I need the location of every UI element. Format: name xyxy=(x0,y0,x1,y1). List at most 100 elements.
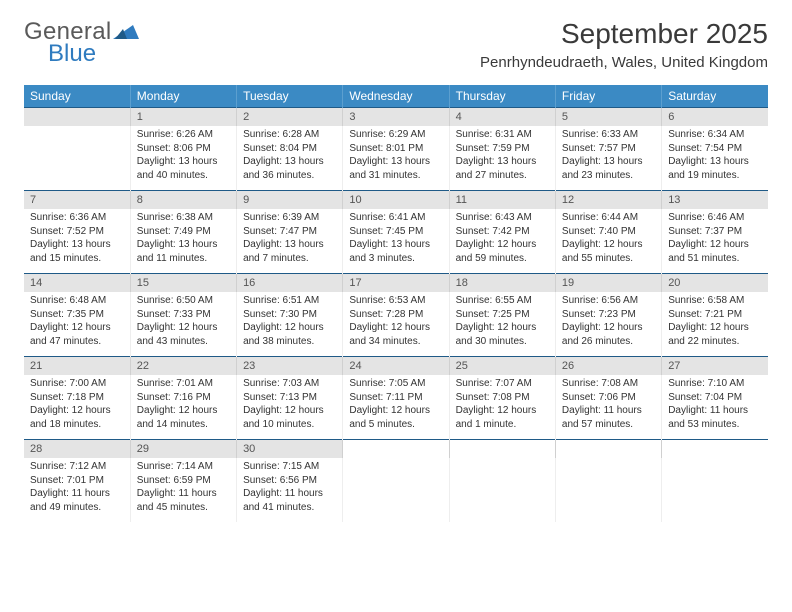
day-detail-cell: Sunrise: 6:36 AMSunset: 7:52 PMDaylight:… xyxy=(24,209,130,274)
day-detail-cell: Sunrise: 6:53 AMSunset: 7:28 PMDaylight:… xyxy=(343,292,449,357)
sunset-text: Sunset: 7:57 PM xyxy=(562,142,655,156)
day-number-cell xyxy=(24,108,130,127)
title-block: September 2025 Penrhyndeudraeth, Wales, … xyxy=(480,18,768,71)
sunrise-text: Sunrise: 6:41 AM xyxy=(349,211,442,225)
day-detail-cell: Sunrise: 6:28 AMSunset: 8:04 PMDaylight:… xyxy=(237,126,343,191)
daylight-text: Daylight: 12 hours and 14 minutes. xyxy=(137,404,230,431)
sunset-text: Sunset: 7:40 PM xyxy=(562,225,655,239)
sunset-text: Sunset: 7:01 PM xyxy=(30,474,124,488)
sunrise-text: Sunrise: 6:51 AM xyxy=(243,294,336,308)
day-number-cell: 24 xyxy=(343,357,449,376)
sunset-text: Sunset: 7:25 PM xyxy=(456,308,549,322)
day-detail-cell xyxy=(24,126,130,191)
sunset-text: Sunset: 7:37 PM xyxy=(668,225,762,239)
day-detail-cell xyxy=(555,458,661,522)
sunset-text: Sunset: 6:56 PM xyxy=(243,474,336,488)
day-detail-cell: Sunrise: 7:12 AMSunset: 7:01 PMDaylight:… xyxy=(24,458,130,522)
day-detail-cell: Sunrise: 6:51 AMSunset: 7:30 PMDaylight:… xyxy=(237,292,343,357)
day-number-cell: 16 xyxy=(237,274,343,293)
day-detail-cell xyxy=(662,458,768,522)
dow-header: Saturday xyxy=(662,85,768,108)
day-number-cell xyxy=(662,440,768,459)
sunrise-text: Sunrise: 7:14 AM xyxy=(137,460,230,474)
sunrise-text: Sunrise: 7:07 AM xyxy=(456,377,549,391)
daylight-text: Daylight: 12 hours and 18 minutes. xyxy=(30,404,124,431)
sunset-text: Sunset: 7:52 PM xyxy=(30,225,124,239)
daylight-text: Daylight: 13 hours and 19 minutes. xyxy=(668,155,762,182)
dow-header: Monday xyxy=(130,85,236,108)
sunrise-text: Sunrise: 6:56 AM xyxy=(562,294,655,308)
dow-header: Tuesday xyxy=(237,85,343,108)
sunrise-text: Sunrise: 6:43 AM xyxy=(456,211,549,225)
sunrise-text: Sunrise: 7:15 AM xyxy=(243,460,336,474)
sunrise-text: Sunrise: 6:58 AM xyxy=(668,294,762,308)
detail-row: Sunrise: 7:12 AMSunset: 7:01 PMDaylight:… xyxy=(24,458,768,522)
daylight-text: Daylight: 11 hours and 49 minutes. xyxy=(30,487,124,514)
sunset-text: Sunset: 8:06 PM xyxy=(137,142,230,156)
daylight-text: Daylight: 12 hours and 59 minutes. xyxy=(456,238,549,265)
day-detail-cell: Sunrise: 6:41 AMSunset: 7:45 PMDaylight:… xyxy=(343,209,449,274)
day-number-cell: 7 xyxy=(24,191,130,210)
day-number-cell: 19 xyxy=(555,274,661,293)
day-number-cell: 22 xyxy=(130,357,236,376)
day-number-cell: 15 xyxy=(130,274,236,293)
sunrise-text: Sunrise: 7:00 AM xyxy=(30,377,124,391)
day-detail-cell xyxy=(343,458,449,522)
logo-mark-icon xyxy=(113,21,139,44)
day-detail-cell: Sunrise: 7:01 AMSunset: 7:16 PMDaylight:… xyxy=(130,375,236,440)
sunrise-text: Sunrise: 6:28 AM xyxy=(243,128,336,142)
sunrise-text: Sunrise: 7:05 AM xyxy=(349,377,442,391)
day-number-cell: 11 xyxy=(449,191,555,210)
day-detail-cell: Sunrise: 6:26 AMSunset: 8:06 PMDaylight:… xyxy=(130,126,236,191)
day-detail-cell: Sunrise: 7:07 AMSunset: 7:08 PMDaylight:… xyxy=(449,375,555,440)
logo-text-blue: Blue xyxy=(48,40,96,68)
day-number-cell: 26 xyxy=(555,357,661,376)
sunset-text: Sunset: 7:21 PM xyxy=(668,308,762,322)
day-detail-cell: Sunrise: 7:05 AMSunset: 7:11 PMDaylight:… xyxy=(343,375,449,440)
daynum-row: 21222324252627 xyxy=(24,357,768,376)
sunrise-text: Sunrise: 6:38 AM xyxy=(137,211,230,225)
day-detail-cell: Sunrise: 7:03 AMSunset: 7:13 PMDaylight:… xyxy=(237,375,343,440)
day-number-cell: 6 xyxy=(662,108,768,127)
sunset-text: Sunset: 7:59 PM xyxy=(456,142,549,156)
day-number-cell: 10 xyxy=(343,191,449,210)
daylight-text: Daylight: 12 hours and 51 minutes. xyxy=(668,238,762,265)
day-number-cell: 29 xyxy=(130,440,236,459)
detail-row: Sunrise: 6:36 AMSunset: 7:52 PMDaylight:… xyxy=(24,209,768,274)
daylight-text: Daylight: 12 hours and 47 minutes. xyxy=(30,321,124,348)
page-title: September 2025 xyxy=(480,18,768,50)
daynum-row: 282930 xyxy=(24,440,768,459)
daylight-text: Daylight: 13 hours and 23 minutes. xyxy=(562,155,655,182)
logo: General Blue xyxy=(24,18,139,68)
sunset-text: Sunset: 7:30 PM xyxy=(243,308,336,322)
sunrise-text: Sunrise: 6:53 AM xyxy=(349,294,442,308)
sunrise-text: Sunrise: 6:50 AM xyxy=(137,294,230,308)
day-detail-cell: Sunrise: 6:44 AMSunset: 7:40 PMDaylight:… xyxy=(555,209,661,274)
day-detail-cell: Sunrise: 6:50 AMSunset: 7:33 PMDaylight:… xyxy=(130,292,236,357)
dow-header: Sunday xyxy=(24,85,130,108)
dow-header: Thursday xyxy=(449,85,555,108)
sunset-text: Sunset: 7:47 PM xyxy=(243,225,336,239)
day-number-cell: 3 xyxy=(343,108,449,127)
sunset-text: Sunset: 7:54 PM xyxy=(668,142,762,156)
day-number-cell: 14 xyxy=(24,274,130,293)
sunset-text: Sunset: 7:35 PM xyxy=(30,308,124,322)
daylight-text: Daylight: 11 hours and 45 minutes. xyxy=(137,487,230,514)
day-detail-cell: Sunrise: 7:08 AMSunset: 7:06 PMDaylight:… xyxy=(555,375,661,440)
day-number-cell: 27 xyxy=(662,357,768,376)
sunrise-text: Sunrise: 7:03 AM xyxy=(243,377,336,391)
sunset-text: Sunset: 7:11 PM xyxy=(349,391,442,405)
detail-row: Sunrise: 6:26 AMSunset: 8:06 PMDaylight:… xyxy=(24,126,768,191)
day-detail-cell: Sunrise: 6:29 AMSunset: 8:01 PMDaylight:… xyxy=(343,126,449,191)
day-number-cell: 23 xyxy=(237,357,343,376)
sunrise-text: Sunrise: 7:08 AM xyxy=(562,377,655,391)
sunset-text: Sunset: 7:13 PM xyxy=(243,391,336,405)
day-number-cell xyxy=(449,440,555,459)
daylight-text: Daylight: 13 hours and 11 minutes. xyxy=(137,238,230,265)
daylight-text: Daylight: 12 hours and 43 minutes. xyxy=(137,321,230,348)
sunrise-text: Sunrise: 6:31 AM xyxy=(456,128,549,142)
daylight-text: Daylight: 13 hours and 36 minutes. xyxy=(243,155,336,182)
day-number-cell: 25 xyxy=(449,357,555,376)
daylight-text: Daylight: 13 hours and 31 minutes. xyxy=(349,155,442,182)
daynum-row: 14151617181920 xyxy=(24,274,768,293)
